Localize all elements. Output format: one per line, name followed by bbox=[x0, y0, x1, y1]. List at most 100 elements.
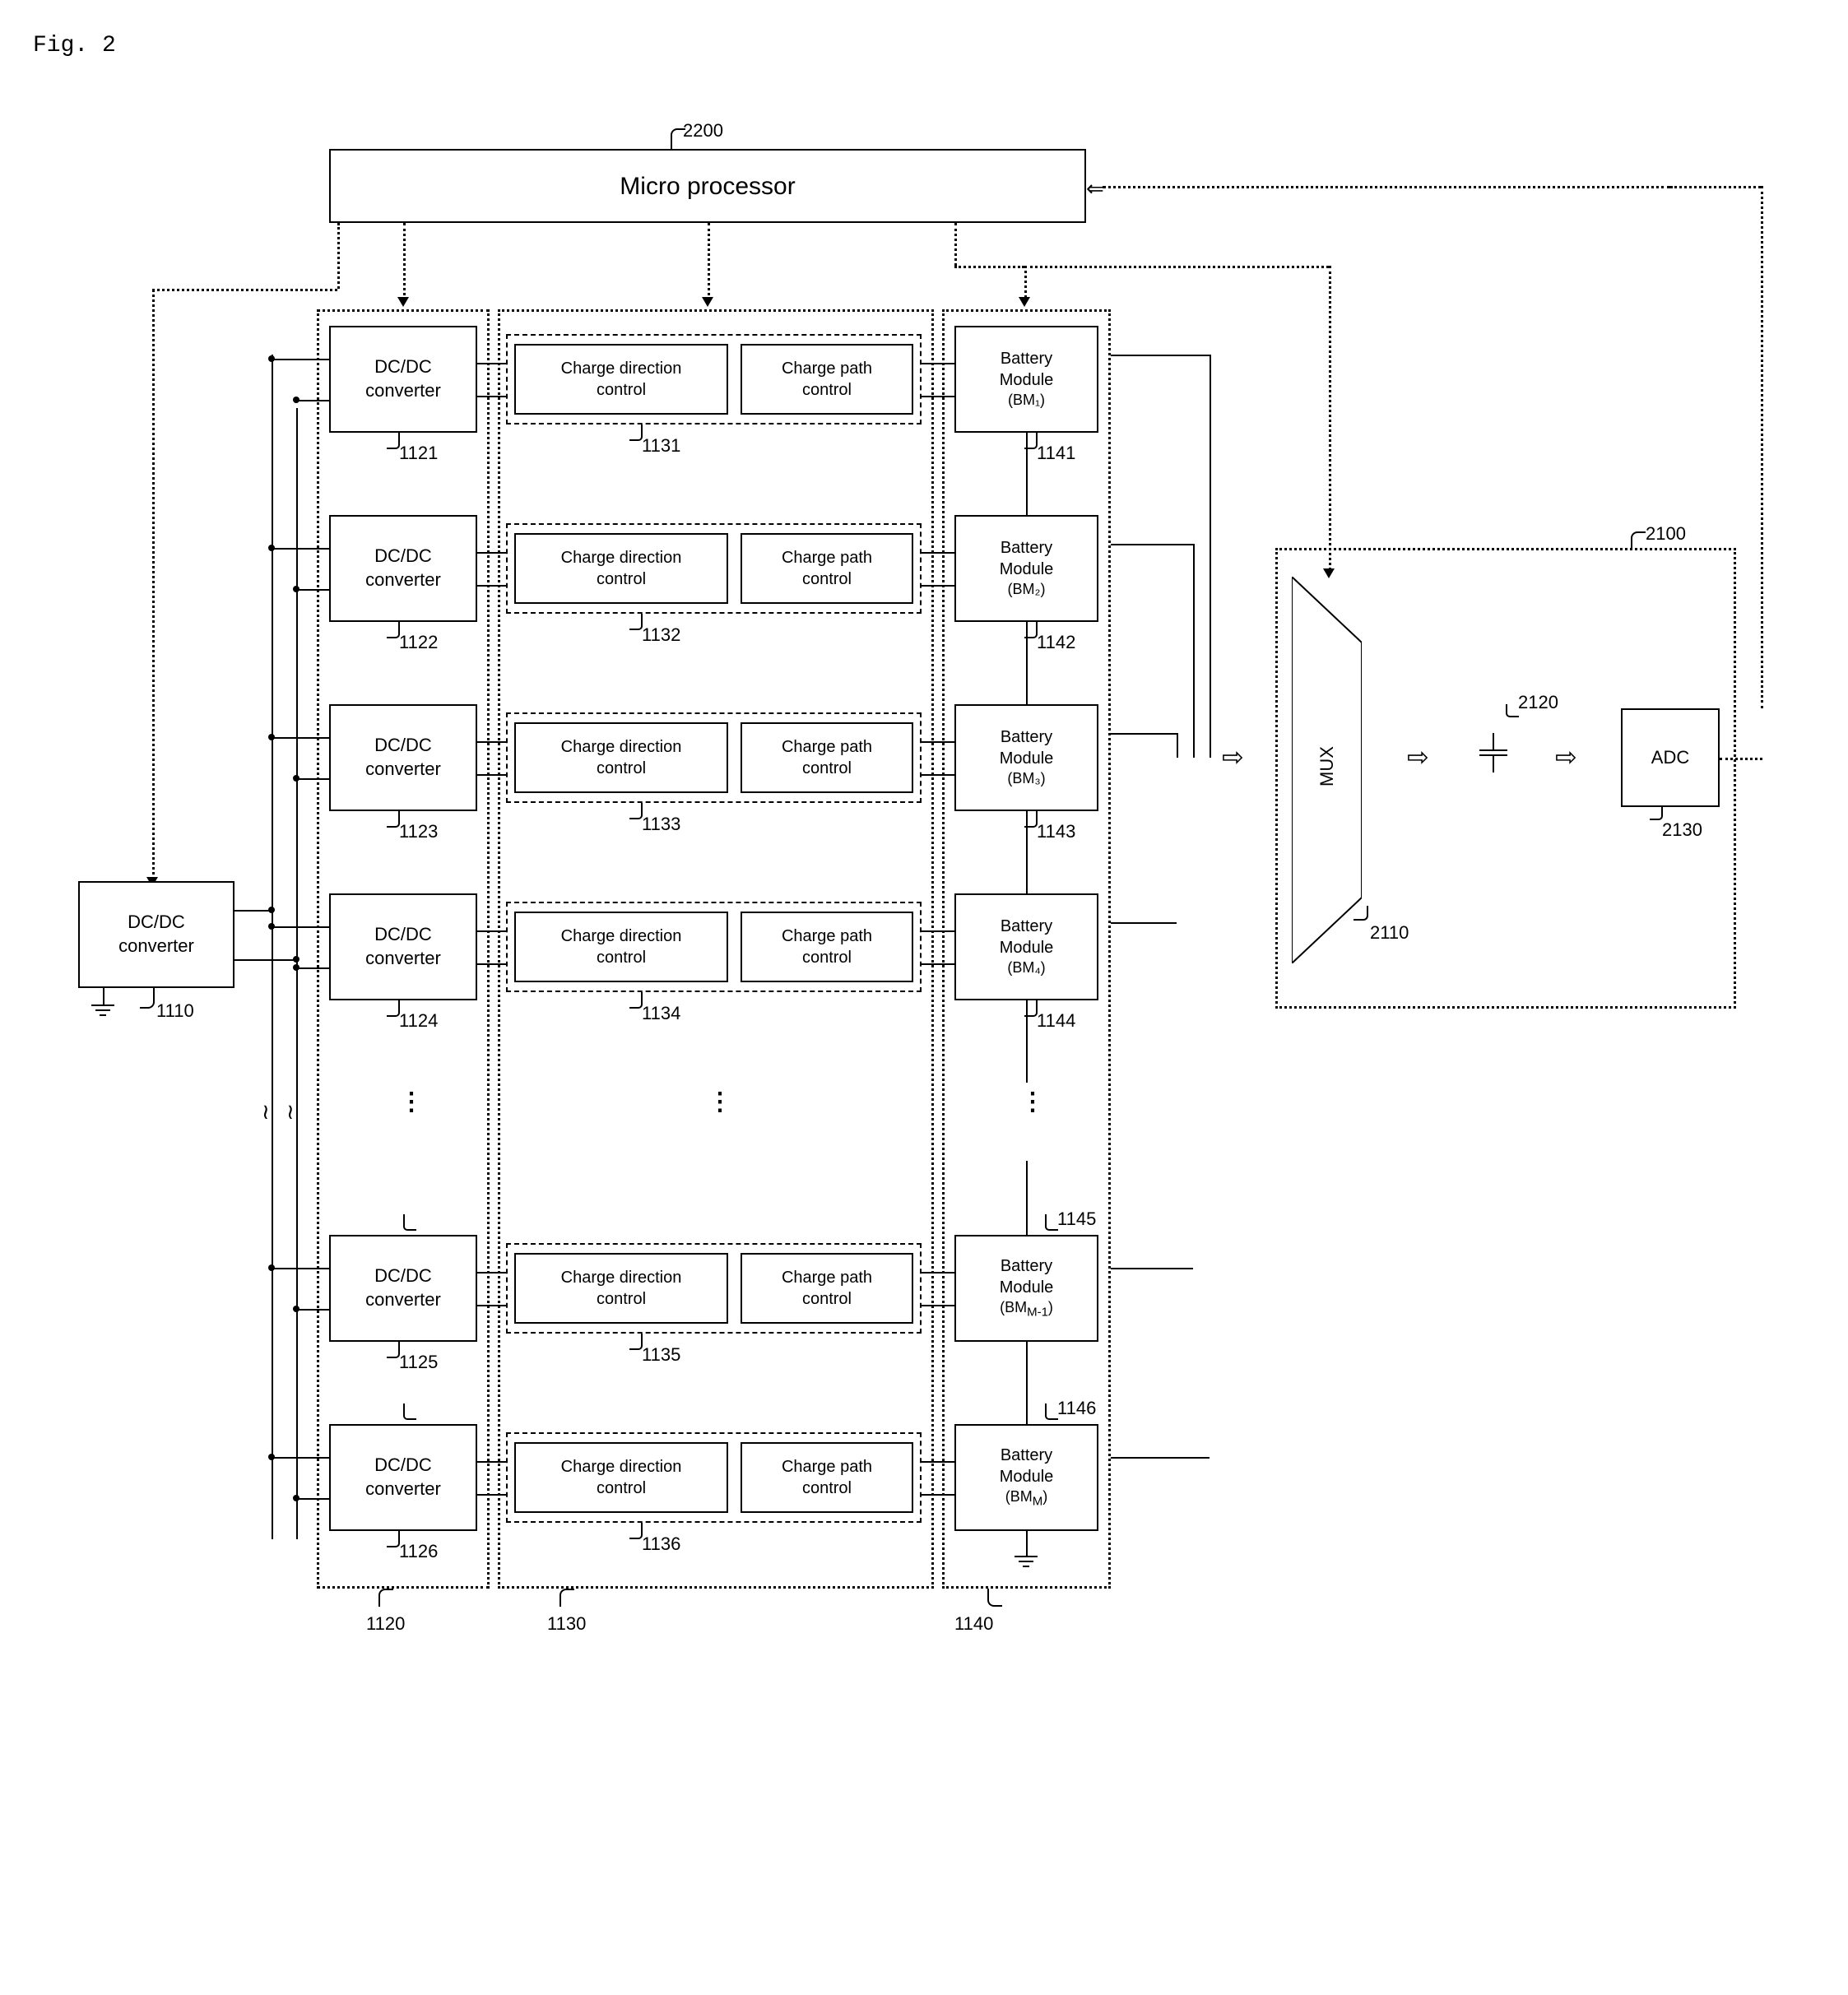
dcdc-ref: 1121 bbox=[399, 443, 438, 464]
dcdc-col-ref: 1120 bbox=[366, 1613, 405, 1635]
wire bbox=[234, 910, 272, 912]
ctrl-wire bbox=[152, 289, 337, 291]
battery-module: BatteryModule(BMM-1) bbox=[954, 1235, 1098, 1342]
battery-module: BatteryModule(BM₄) bbox=[954, 893, 1098, 1000]
bm-col-ref: 1140 bbox=[954, 1613, 993, 1635]
ref-bracket bbox=[1045, 1214, 1058, 1231]
break-mark: ≀ bbox=[262, 1099, 270, 1125]
wire bbox=[922, 552, 954, 554]
ctrl-ref: 1133 bbox=[642, 814, 680, 835]
wire bbox=[477, 1461, 506, 1463]
bus-neg bbox=[296, 408, 298, 1539]
sense-wire bbox=[1111, 1457, 1210, 1459]
ref-bracket bbox=[560, 1589, 574, 1607]
dcdc-converter: DC/DC converter bbox=[329, 704, 477, 811]
bm-sub: (BM₁) bbox=[1008, 391, 1045, 410]
sense-wire bbox=[1177, 733, 1178, 758]
mp-ref: 2200 bbox=[683, 120, 723, 142]
micro-processor: Micro processor bbox=[329, 149, 1086, 223]
wire bbox=[477, 396, 506, 397]
ground-icon bbox=[1015, 1556, 1038, 1567]
wire bbox=[922, 363, 954, 364]
node bbox=[293, 397, 299, 403]
node bbox=[293, 775, 299, 782]
dcdc-converter: DC/DC converter bbox=[329, 326, 477, 433]
wire bbox=[272, 1268, 329, 1269]
ref-bracket bbox=[1353, 906, 1368, 921]
battery-module: BatteryModule(BM₂) bbox=[954, 515, 1098, 622]
ctrl-wire bbox=[403, 223, 406, 301]
charge-path-control: Charge path control bbox=[741, 912, 913, 982]
ref-bracket bbox=[1506, 704, 1519, 717]
ctrl-wire bbox=[954, 266, 1024, 268]
wire bbox=[1026, 622, 1028, 704]
wire bbox=[922, 741, 954, 743]
charge-path-control: Charge path control bbox=[741, 1253, 913, 1324]
bm-ref: 1141 bbox=[1037, 443, 1075, 464]
sense-wire bbox=[1111, 1268, 1193, 1269]
charge-path-control: Charge path control bbox=[741, 344, 913, 415]
node bbox=[268, 355, 275, 362]
bm-label: BatteryModule bbox=[1000, 1255, 1054, 1298]
wire bbox=[296, 778, 329, 780]
block-diagram: 2200 Micro processor ⇐ DC/DC converter 1… bbox=[33, 83, 1761, 1852]
mux-label: MUX bbox=[1316, 746, 1338, 786]
mux-ref: 2110 bbox=[1370, 922, 1409, 944]
wire bbox=[272, 1457, 329, 1459]
dcdc-main: DC/DC converter bbox=[78, 881, 234, 988]
ref-bracket bbox=[387, 622, 400, 638]
ref-bracket bbox=[387, 1342, 400, 1358]
bm-label: BatteryModule bbox=[1000, 348, 1054, 391]
wire bbox=[272, 737, 329, 739]
node bbox=[293, 1306, 299, 1312]
wire bbox=[1026, 1531, 1028, 1556]
dcdc-ref: 1125 bbox=[399, 1352, 438, 1373]
bm-sub: (BM₂) bbox=[1008, 580, 1046, 599]
ref-bracket bbox=[403, 1403, 416, 1420]
wire bbox=[477, 741, 506, 743]
wire bbox=[477, 1272, 506, 1274]
bm-label: BatteryModule bbox=[1000, 537, 1054, 580]
node bbox=[293, 956, 299, 963]
ref-bracket bbox=[629, 992, 643, 1009]
wire bbox=[477, 363, 506, 364]
sense-wire bbox=[1193, 544, 1195, 758]
node bbox=[293, 964, 299, 971]
ctrl-ref: 1135 bbox=[642, 1344, 680, 1366]
bm-label: BatteryModule bbox=[1000, 726, 1054, 769]
wire bbox=[477, 930, 506, 932]
battery-module: BatteryModule(BM₁) bbox=[954, 326, 1098, 433]
dbl-arrow-icon: ⇨ bbox=[1407, 741, 1429, 772]
sense-wire bbox=[1210, 355, 1211, 758]
wire bbox=[296, 400, 329, 401]
bm-ref: 1143 bbox=[1037, 821, 1075, 842]
charge-direction-control: Charge direction control bbox=[514, 533, 728, 604]
capacitor-icon bbox=[1479, 733, 1507, 772]
ref-bracket bbox=[387, 811, 400, 828]
break-mark: ≀ bbox=[286, 1099, 295, 1125]
ref-bracket bbox=[403, 1214, 416, 1231]
ctrl-wire bbox=[708, 223, 710, 301]
ref-bracket bbox=[1650, 807, 1663, 820]
wire bbox=[296, 1309, 329, 1311]
ctrl-wire bbox=[1103, 186, 1670, 188]
bus-pos bbox=[272, 355, 273, 1539]
wire bbox=[1026, 1000, 1028, 1083]
ref-bracket bbox=[629, 425, 643, 441]
charge-direction-control: Charge direction control bbox=[514, 912, 728, 982]
charge-direction-control: Charge direction control bbox=[514, 344, 728, 415]
ref-bracket bbox=[629, 803, 643, 819]
ref-bracket bbox=[629, 1334, 643, 1350]
ctrl-wire bbox=[337, 223, 340, 289]
ref-bracket bbox=[629, 1523, 643, 1539]
wire bbox=[1026, 433, 1028, 515]
wire bbox=[296, 967, 329, 969]
wire bbox=[272, 548, 329, 550]
node bbox=[268, 545, 275, 551]
bm-sub: (BMM) bbox=[1005, 1487, 1048, 1510]
vdots: ⋮ bbox=[708, 1095, 732, 1110]
ref-bracket bbox=[387, 1000, 400, 1017]
vdots: ⋮ bbox=[399, 1095, 424, 1110]
dbl-arrow-icon: ⇨ bbox=[1555, 741, 1577, 772]
node bbox=[268, 1454, 275, 1460]
